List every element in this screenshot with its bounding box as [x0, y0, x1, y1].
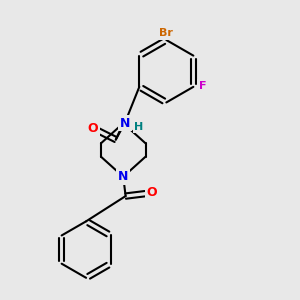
Text: H: H	[134, 122, 144, 132]
Text: Br: Br	[159, 28, 173, 38]
Text: N: N	[118, 170, 128, 183]
Text: N: N	[119, 117, 130, 130]
Text: O: O	[87, 122, 98, 135]
Text: O: O	[146, 186, 157, 199]
Text: F: F	[199, 81, 206, 91]
